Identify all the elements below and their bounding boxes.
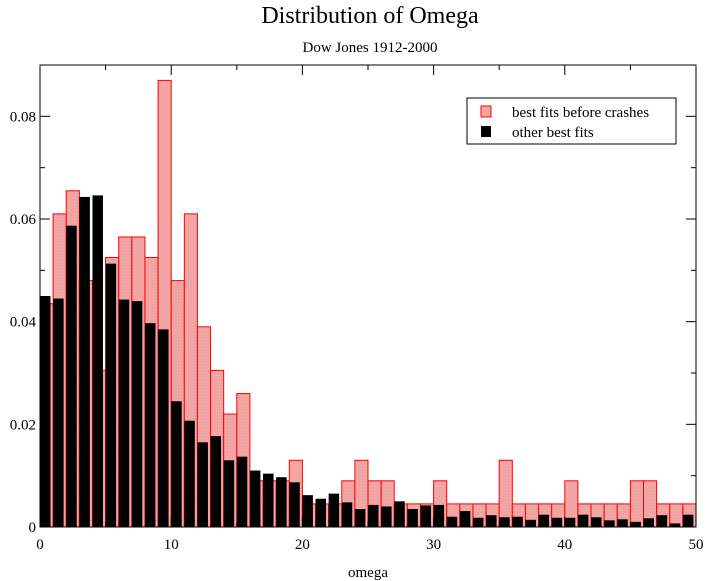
bar-other-fits	[144, 323, 156, 527]
bar-other-fits	[407, 509, 418, 527]
bar-other-fits	[512, 516, 523, 527]
bar-other-fits	[564, 517, 576, 527]
bar-other-fits	[289, 482, 300, 527]
y-tick-label: 0.02	[10, 417, 36, 433]
chart-title: Distribution of Omega	[261, 3, 479, 29]
bar-other-fits	[630, 521, 641, 527]
legend-label-other-fits: other best fits	[512, 125, 594, 141]
bar-other-fits	[302, 495, 313, 527]
bar-other-fits	[656, 515, 668, 527]
bar-other-fits	[604, 520, 615, 527]
chart-subtitle: Dow Jones 1912-2000	[303, 40, 438, 56]
bar-other-fits	[433, 504, 445, 527]
x-tick-label: 40	[557, 537, 572, 553]
y-axis: 0 0.02 0.04 0.06 0.08	[10, 109, 696, 536]
bar-other-fits	[577, 514, 589, 527]
series-other-best-fits	[40, 195, 694, 528]
x-tick-label: 20	[295, 537, 310, 553]
x-axis: 0 10 20 30 40 50	[36, 65, 704, 553]
x-axis-label: omega	[348, 565, 388, 581]
bar-other-fits	[40, 296, 51, 527]
bar-other-fits	[171, 401, 182, 527]
bar-other-fits	[525, 519, 536, 527]
bar-other-fits	[66, 225, 77, 528]
bar-other-fits	[486, 515, 497, 527]
bar-other-fits	[131, 301, 143, 527]
bar-other-fits	[591, 517, 602, 527]
bar-other-fits	[184, 420, 195, 527]
bar-other-fits	[354, 509, 366, 527]
bar-other-fits	[459, 511, 471, 527]
bar-other-fits	[669, 523, 681, 527]
bar-other-fits	[420, 505, 431, 527]
legend: best fits before crashes other best fits	[466, 97, 677, 145]
bar-other-fits	[682, 514, 694, 527]
bar-other-fits	[472, 517, 484, 527]
bar-other-fits	[551, 517, 563, 527]
bar-other-fits	[368, 504, 379, 527]
bar-before-crashes	[629, 480, 645, 528]
bar-other-fits	[158, 329, 169, 527]
legend-label-before-crashes: best fits before crashes	[512, 105, 649, 121]
bar-other-fits	[315, 498, 327, 527]
bar-other-fits	[617, 519, 628, 527]
bar-other-fits	[53, 298, 64, 527]
bar-other-fits	[263, 473, 274, 527]
bar-other-fits	[79, 196, 90, 527]
bar-other-fits	[276, 477, 287, 527]
bar-other-fits	[105, 263, 117, 527]
y-tick-label: 0.08	[10, 109, 36, 125]
bar-other-fits	[499, 517, 510, 527]
x-tick-label: 50	[689, 537, 704, 553]
legend-box	[466, 97, 677, 145]
y-tick-label: 0.06	[10, 212, 37, 228]
bar-other-fits	[223, 460, 235, 527]
y-tick-label: 0	[29, 520, 37, 536]
bar-other-fits	[643, 518, 655, 527]
bar-other-fits	[328, 493, 340, 527]
bar-other-fits	[538, 514, 550, 527]
bar-other-fits	[210, 436, 222, 527]
x-tick-label: 0	[36, 537, 44, 553]
bar-other-fits	[394, 501, 405, 527]
bar-other-fits	[236, 456, 248, 527]
legend-swatch-before-crashes	[480, 105, 492, 118]
x-tick-label: 30	[426, 537, 441, 553]
bar-other-fits	[381, 506, 392, 527]
bar-other-fits	[92, 195, 103, 527]
bar-other-fits	[341, 502, 353, 527]
bar-other-fits	[197, 442, 208, 527]
x-tick-label: 10	[164, 537, 179, 553]
legend-swatch-other-fits	[481, 126, 491, 137]
bar-other-fits	[118, 299, 130, 527]
bar-other-fits	[249, 470, 261, 527]
bar-before-crashes	[498, 459, 513, 528]
bar-other-fits	[446, 516, 458, 527]
y-tick-label: 0.04	[10, 315, 37, 331]
